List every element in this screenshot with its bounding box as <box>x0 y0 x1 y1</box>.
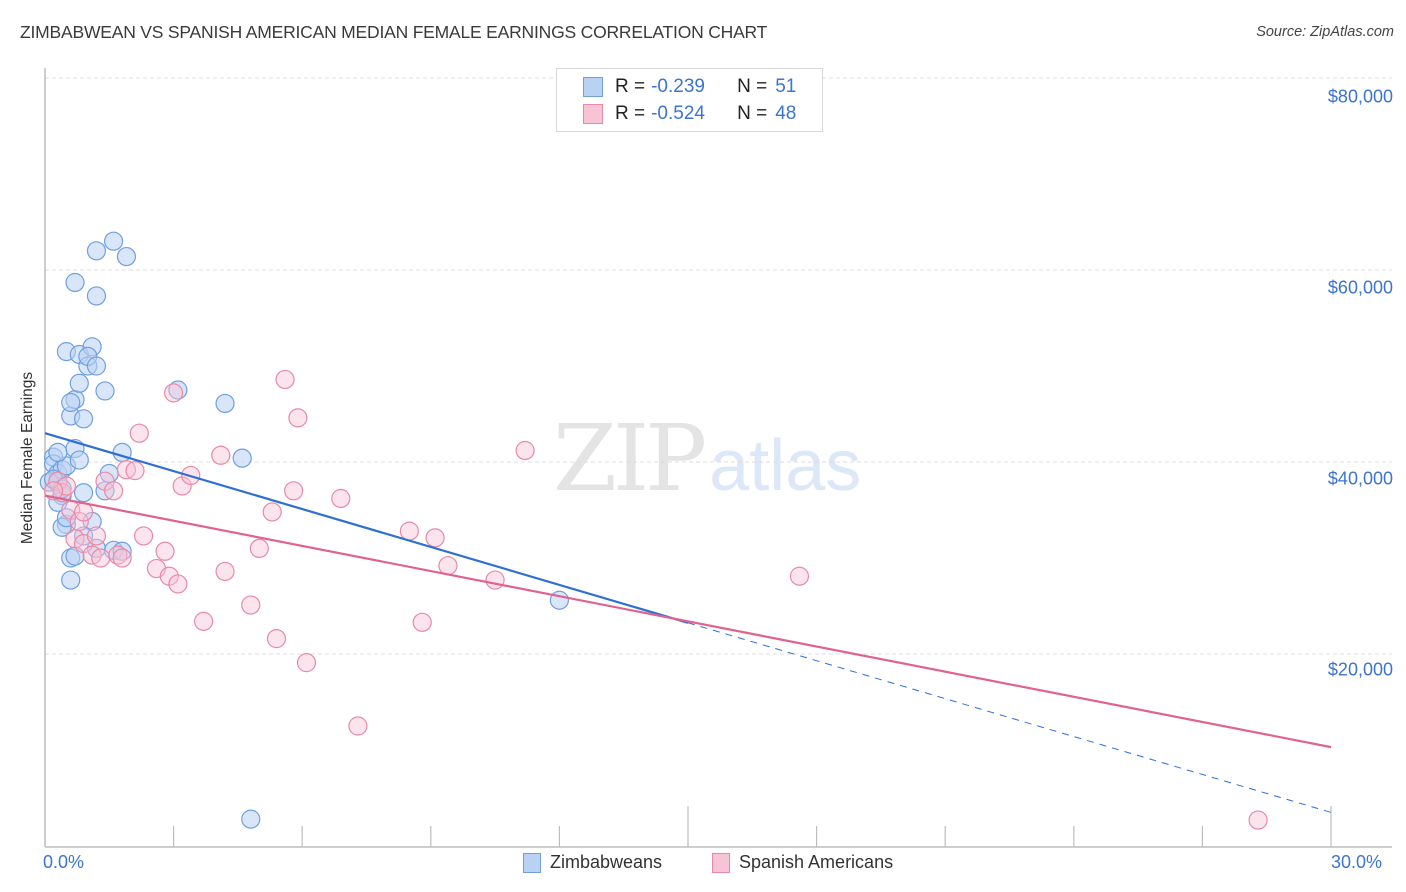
spanish-americans-data-point <box>789 566 810 586</box>
x-tick-max: 30.0% <box>1331 852 1383 872</box>
n-label: N = <box>737 103 768 124</box>
spanish-americans-data-point <box>86 526 107 546</box>
legend-row-zimbabweans: R = -0.239 N = 51 <box>583 75 796 99</box>
spanish-americans-data-point <box>112 548 132 568</box>
zimbabweans-trend-extension <box>687 622 1332 813</box>
x-tick-min: 0.0% <box>43 852 85 872</box>
spanish-americans-data-point <box>1248 810 1268 830</box>
zimbabweans-data-point <box>241 809 261 829</box>
spanish-americans-data-point <box>331 488 351 509</box>
spanish-americans-data-point <box>69 511 89 532</box>
spanish-americans-data-point <box>348 716 368 736</box>
r-label: R = <box>615 76 646 97</box>
spanish-americans-data-point <box>438 556 458 576</box>
spanish-americans-data-point <box>56 476 77 496</box>
legend-label: Zimbabweans <box>550 852 663 872</box>
spanish-americans-data-point <box>284 481 304 501</box>
zimbabweans-trend-line <box>44 432 689 624</box>
series-legend: Zimbabweans Spanish Americans <box>0 852 1406 878</box>
zimbabweans-data-point <box>61 570 81 590</box>
spanish-americans-data-point <box>249 538 269 559</box>
spanish-americans-data-point <box>73 502 94 522</box>
spanish-americans-data-point <box>215 561 235 582</box>
spanish-americans-data-point <box>194 611 214 631</box>
zimbabweans-data-point <box>73 409 94 429</box>
spanish-americans-data-point <box>412 612 432 632</box>
legend-row-spanish-americans: R = -0.524 N = 48 <box>583 102 796 126</box>
spanish-americans-data-point <box>168 574 188 594</box>
spanish-americans-data-point <box>103 481 124 501</box>
zimbabweans-data-point <box>103 231 124 251</box>
n-label: N = <box>737 76 768 97</box>
zimbabweans-data-point <box>48 442 68 462</box>
legend-item-spanish-americans[interactable]: Spanish Americans <box>712 852 893 873</box>
legend-item-zimbabweans[interactable]: Zimbabweans <box>523 852 662 873</box>
zimbabweans-data-point <box>73 483 94 503</box>
y-axis-label: Median Female Earnings <box>19 371 36 545</box>
correlation-legend: R = -0.239 N = 51 R = -0.524 N = 48 <box>556 68 823 132</box>
chart-title: ZIMBABWEAN VS SPANISH AMERICAN MEDIAN FE… <box>20 22 768 42</box>
spanish-americans-data-point <box>125 461 145 481</box>
spanish-americans-data-point <box>155 541 175 561</box>
zimbabweans-data-point <box>95 381 115 401</box>
zimbabweans-swatch-icon <box>523 852 541 873</box>
spanish-americans-swatch-icon <box>583 104 603 124</box>
spanish-americans-data-point <box>266 629 287 649</box>
spanish-americans-data-point <box>515 440 535 461</box>
legend-label: Spanish Americans <box>739 852 894 872</box>
spanish-americans-data-point <box>275 369 295 390</box>
r-value: -0.524 <box>651 103 705 124</box>
spanish-americans-data-point <box>288 408 308 428</box>
y-tick-40000: $40,000 <box>1327 468 1393 489</box>
spanish-americans-data-point <box>296 653 317 673</box>
r-label: R = <box>615 103 646 124</box>
r-value: -0.239 <box>651 76 705 97</box>
zimbabweans-swatch-icon <box>583 77 603 97</box>
spanish-americans-data-point <box>425 528 445 548</box>
zimbabweans-data-point <box>215 393 235 414</box>
y-tick-80000: $80,000 <box>1327 86 1393 107</box>
zimbabweans-data-point <box>69 450 89 470</box>
spanish-americans-swatch-icon <box>712 852 730 873</box>
spanish-americans-data-point <box>485 570 505 590</box>
spanish-americans-data-point <box>211 445 231 465</box>
y-tick-20000: $20,000 <box>1327 659 1393 680</box>
spanish-americans-data-point <box>399 521 419 541</box>
zimbabweans-data-point <box>69 373 89 393</box>
spanish-americans-trend-line <box>44 494 1332 749</box>
zimbabweans-data-point <box>86 241 107 261</box>
spanish-americans-data-point <box>241 595 261 615</box>
spanish-americans-data-point <box>91 548 111 568</box>
zimbabweans-data-point <box>116 246 137 267</box>
spanish-americans-data-point <box>129 423 149 443</box>
spanish-americans-data-point <box>262 502 282 522</box>
zimbabweans-data-point <box>232 448 252 468</box>
source-attribution: Source: ZipAtlas.com <box>1256 24 1394 40</box>
y-tick-60000: $60,000 <box>1327 277 1393 298</box>
zimbabweans-data-point <box>65 272 85 293</box>
zimbabweans-data-point <box>86 286 107 306</box>
n-value: 51 <box>775 76 797 97</box>
zimbabweans-data-point <box>86 356 107 376</box>
spanish-americans-data-point <box>164 383 184 403</box>
n-value: 48 <box>775 103 797 124</box>
spanish-americans-data-point <box>133 526 154 546</box>
zimbabweans-data-point <box>61 392 81 413</box>
